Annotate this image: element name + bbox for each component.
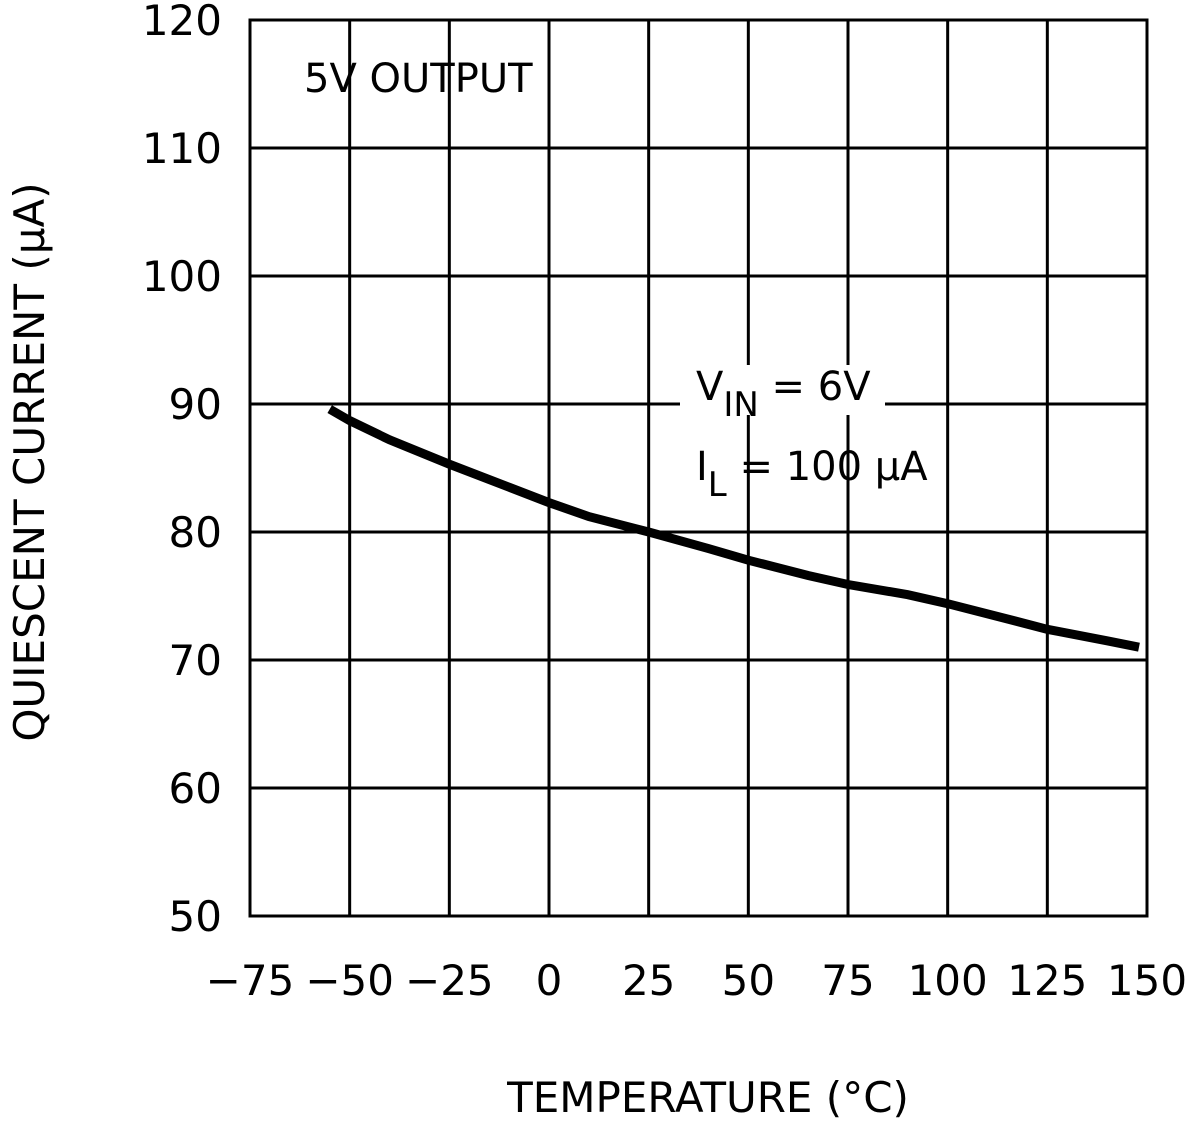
- il-label: I: [696, 444, 708, 490]
- x-tick-label: −25: [405, 956, 494, 1005]
- y-tick-labels: 50 60 70 80 90 100 110 120: [142, 0, 222, 941]
- y-tick-label: 50: [169, 892, 222, 941]
- x-tick-label: −75: [206, 956, 295, 1005]
- y-tick-label: 70: [169, 636, 222, 685]
- x-tick-label: 150: [1107, 956, 1187, 1005]
- x-tick-label: 100: [908, 956, 988, 1005]
- annotation-vin: VIN = 6V: [696, 364, 871, 425]
- y-axis-label: QUIESCENT CURRENT (μA): [5, 182, 54, 741]
- x-axis-label: TEMPERATURE (°C): [506, 1073, 909, 1121]
- vin-subscript: IN: [723, 385, 758, 425]
- series-line-quiescent-current: [327, 405, 1140, 652]
- x-tick-label: 125: [1007, 956, 1087, 1005]
- il-value: = 100 μA: [727, 444, 928, 490]
- annotation-il: IL = 100 μA: [696, 444, 928, 505]
- il-subscript: L: [708, 465, 727, 505]
- annotation-output: 5V OUTPUT: [304, 56, 533, 102]
- y-tick-label: 100: [142, 252, 222, 301]
- x-tick-label: 50: [722, 956, 775, 1005]
- y-tick-label: 80: [169, 508, 222, 557]
- vin-label: V: [696, 364, 724, 410]
- x-tick-label: 25: [622, 956, 675, 1005]
- vin-value: = 6V: [759, 364, 871, 410]
- y-tick-label: 90: [169, 380, 222, 429]
- annotation-background: [680, 365, 885, 415]
- plot-frame: [248, 18, 1149, 918]
- y-tick-label: 60: [169, 764, 222, 813]
- y-tick-label: 110: [142, 124, 222, 173]
- x-tick-label: 0: [536, 956, 563, 1005]
- x-tick-labels: −75 −50 −25 0 25 50 75 100 125 150: [206, 956, 1187, 1005]
- y-tick-label: 120: [142, 0, 222, 45]
- x-tick-label: 75: [821, 956, 874, 1005]
- x-tick-label: −50: [305, 956, 394, 1005]
